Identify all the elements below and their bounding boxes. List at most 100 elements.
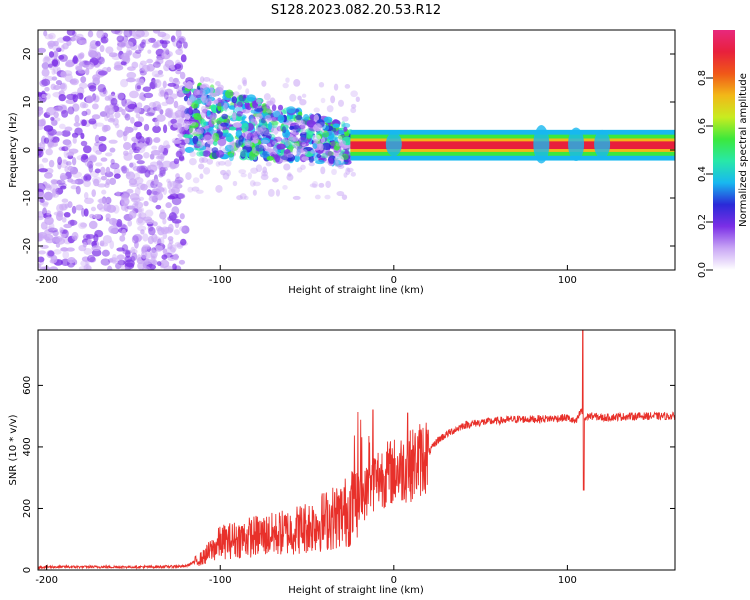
heatmap-cell	[316, 140, 322, 148]
colorbar-bar	[713, 30, 735, 270]
heatmap-cell	[97, 56, 105, 65]
heatmap-cell	[295, 149, 303, 155]
heatmap-cell	[232, 91, 240, 98]
heatmap-cell	[138, 116, 145, 123]
heatmap-cell	[101, 249, 110, 257]
heatmap-cell	[183, 41, 188, 49]
heatmap-cell	[56, 204, 64, 213]
heatmap-cell	[83, 173, 92, 182]
heatmap-cell	[183, 113, 189, 120]
heatmap-cell	[87, 30, 94, 38]
heatmap-cell	[218, 160, 226, 166]
heatmap-cell	[85, 61, 95, 70]
heatmap-cell	[76, 92, 84, 100]
heatmap-cell	[226, 142, 235, 150]
heatmap-cell	[41, 62, 50, 70]
heatmap-cell	[133, 153, 143, 161]
heatmap-cell	[341, 122, 351, 129]
colorbar-tick-label: 0.2	[697, 214, 708, 230]
heatmap-cell	[208, 93, 214, 102]
heatmap-cell	[206, 158, 214, 165]
heatmap-cell	[126, 188, 134, 194]
heatmap-cell	[38, 250, 46, 255]
heatmap-cell	[156, 187, 165, 193]
heatmap-cell	[192, 177, 200, 184]
heatmap-cell	[163, 91, 169, 100]
heatmap-cell	[138, 196, 145, 201]
heatmap-cell	[252, 146, 257, 154]
heatmap-cell	[186, 81, 193, 90]
heatmap-cell	[44, 86, 50, 92]
heatmap-cell	[135, 30, 146, 38]
heatmap-cell	[105, 166, 111, 174]
heatmap-cell	[199, 173, 204, 180]
heatmap-cell	[156, 191, 163, 201]
heatmap-cell	[140, 229, 145, 235]
heatmap-cell	[54, 187, 64, 195]
heatmap-cell	[60, 247, 68, 252]
heatmap-cell	[66, 247, 75, 252]
heatmap-cell	[228, 105, 236, 110]
snr-x-ticks: -200 -100 0 100	[35, 565, 577, 586]
heatmap-cell	[97, 84, 106, 93]
heatmap-cell	[78, 222, 87, 230]
heatmap-cell	[341, 116, 349, 122]
heatmap-cell	[282, 185, 288, 190]
heatmap-cell	[246, 94, 256, 102]
heatmap-cell	[44, 236, 50, 241]
heatmap-cell	[161, 160, 172, 168]
heatmap-cell	[186, 99, 193, 106]
heatmap-cell	[217, 84, 224, 91]
heatmap-cell	[225, 135, 235, 142]
heatmap-cell	[316, 123, 322, 132]
heatmap-cell	[140, 183, 148, 191]
heatmap-cell	[272, 148, 278, 155]
heatmap-cell	[58, 104, 68, 111]
heatmap-cell	[320, 166, 326, 175]
heatmap-cell	[61, 109, 69, 118]
heatmap-cell	[350, 107, 357, 114]
heatmap-cell	[94, 122, 104, 127]
heatmap-cell	[154, 79, 162, 88]
heatmap-cell	[131, 235, 139, 244]
heatmap-cell	[50, 83, 56, 91]
heatmap-cell	[150, 149, 161, 156]
heatmap-cell	[286, 106, 296, 114]
heatmap-cell	[298, 124, 306, 130]
heatmap-cell	[316, 119, 325, 128]
heatmap-cell	[149, 161, 159, 167]
heatmap-cell	[80, 140, 88, 147]
heatmap-cell	[141, 251, 148, 259]
heatmap-cell	[52, 40, 59, 47]
heatmap-cell	[55, 47, 62, 53]
heatmap-cell	[99, 240, 105, 247]
heatmap-cell	[72, 56, 79, 65]
heatmap-cell	[168, 212, 177, 221]
heatmap-cell	[87, 238, 92, 246]
heatmap-cell	[38, 168, 48, 173]
heatmap-cell	[338, 138, 344, 143]
heatmap-cell	[64, 126, 73, 132]
heatmap-cell	[41, 68, 50, 77]
heatmap-cell	[177, 133, 185, 138]
heatmap-cell	[88, 85, 97, 92]
heatmap-cell	[296, 167, 303, 173]
heatmap-cell	[174, 265, 182, 270]
heatmap-cell	[57, 156, 63, 166]
heatmap-cell	[147, 49, 152, 54]
heatmap-cell	[116, 92, 125, 101]
heatmap-cell	[78, 82, 88, 89]
heatmap-cell	[318, 81, 325, 88]
heatmap-cell	[47, 141, 53, 150]
heatmap-cell	[40, 118, 46, 127]
heatmap-cell	[286, 153, 294, 158]
heatmap-cell	[155, 204, 162, 210]
heatmap-cell	[125, 77, 136, 83]
heatmap-cell	[100, 157, 108, 162]
heatmap-cell	[203, 134, 212, 142]
heatmap-cell	[52, 188, 57, 197]
heatmap-cell	[260, 125, 267, 132]
heatmap-cell	[64, 203, 69, 209]
heatmap-cell	[96, 30, 105, 39]
y-tick-label: 0	[22, 147, 33, 153]
